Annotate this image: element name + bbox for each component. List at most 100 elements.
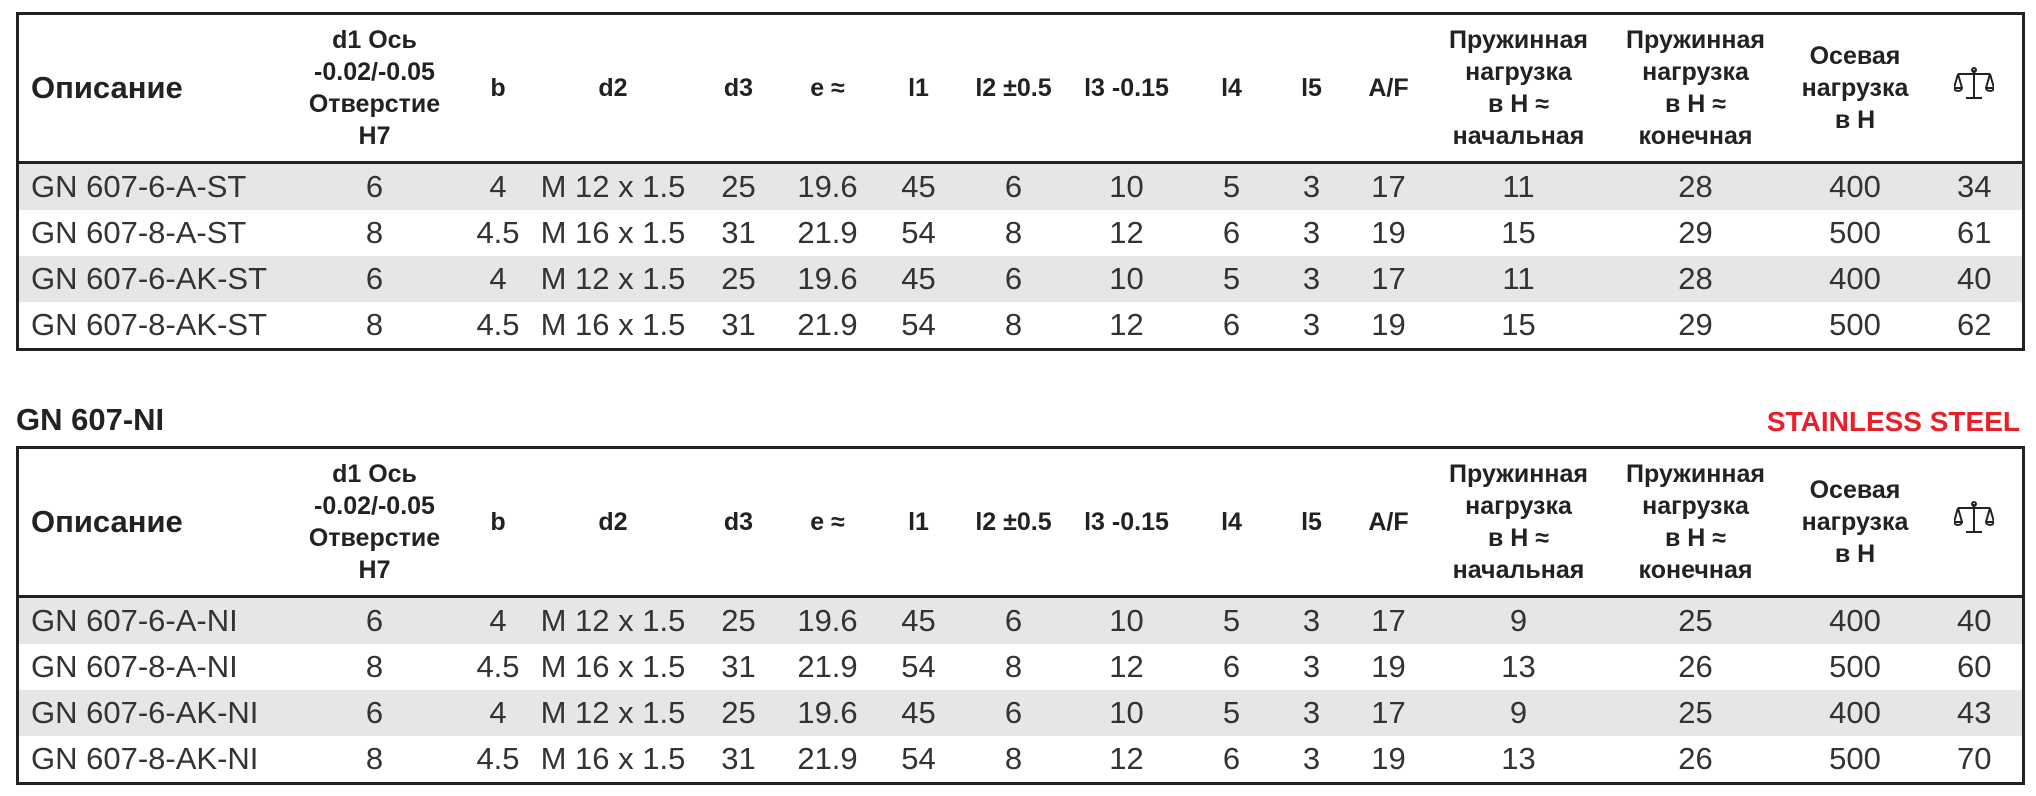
cell: 29 (1678, 307, 1713, 342)
header-line: l4 (1221, 74, 1242, 102)
cell: 6 (1222, 307, 1241, 342)
cell: 54 (901, 741, 936, 776)
cell: 12 (1109, 649, 1144, 684)
cell: 5 (1187, 162, 1276, 210)
cell: 6 (1222, 215, 1241, 250)
cell: 3 (1275, 690, 1348, 736)
cell: GN 607-8-A-NI (31, 649, 238, 684)
cell: 19 (1371, 215, 1406, 250)
header-line: Описание (31, 70, 183, 105)
cell: 6 (961, 690, 1066, 736)
header-line: l3 -0.15 (1084, 508, 1169, 536)
header-line: Пружинная (1626, 460, 1765, 488)
cell: 19.6 (779, 690, 876, 736)
header-cell: l1 (875, 447, 962, 598)
header-line: H7 (358, 556, 391, 584)
cell: 400 (1783, 162, 1927, 210)
header-cell: l3 -0.15 (1065, 447, 1188, 598)
cell: 8 (365, 649, 384, 684)
header-line: A/F (1368, 508, 1409, 536)
cell: 3 (1302, 649, 1321, 684)
cell: 3 (1302, 215, 1321, 250)
cell: 43 (1926, 690, 2024, 736)
cell: M 12 x 1.5 (528, 690, 698, 736)
cell: 15 (1501, 215, 1536, 250)
header-line: d2 (598, 508, 628, 536)
header-line: A/F (1368, 74, 1409, 102)
header-cell: d3 (697, 447, 780, 598)
cell: 3 (1302, 741, 1321, 776)
header-line: d1 Ось (332, 460, 417, 488)
cell: 21.9 (797, 307, 858, 342)
data-row: GN 607-8-AK-NI 8 4.5 M 16 x 1.5 31 21.9 54 8 12 6… (18, 736, 2024, 784)
header-cell: l5 (1275, 13, 1348, 164)
header-cell: b (467, 13, 529, 164)
cell: 4.5 (476, 741, 520, 776)
header-line: нагрузка (1465, 58, 1572, 86)
cell: M 12 x 1.5 (528, 162, 698, 210)
header-cell: d2 (528, 13, 698, 164)
cell: 10 (1065, 162, 1188, 210)
cell: 6 (281, 596, 468, 644)
header-cell: l4 (1187, 447, 1276, 598)
header-line: l5 (1301, 74, 1322, 102)
header-line: Описание (31, 504, 183, 539)
cell: 54 (901, 307, 936, 342)
header-cell: Пружинная нагрузка в Н ≈ конечная (1607, 13, 1784, 164)
cell: 400 (1783, 596, 1927, 644)
header-line: нагрузка (1642, 492, 1749, 520)
cell: 19 (1371, 307, 1406, 342)
cell: 25 (697, 690, 780, 736)
header-row: Описание d1 Ось -0.02/-0.05 Отверстие H7 b d2 d… (17, 447, 2024, 598)
header-line: Осевая (1809, 42, 1901, 70)
cell: 45 (875, 162, 962, 210)
cell: 21.9 (797, 649, 858, 684)
cell: 3 (1275, 162, 1348, 210)
header-cell: l1 (875, 13, 962, 164)
header-cell: e ≈ (779, 447, 876, 598)
data-row: GN 607-6-A-NI 6 4 M 12 x 1.5 25 19.6 45 6 10 5 3 17… (17, 596, 2024, 644)
cell: 9 (1429, 596, 1608, 644)
cell: 8 (365, 741, 384, 776)
header-cell: d1 Ось -0.02/-0.05 Отверстие H7 (281, 447, 468, 598)
header-cell: d3 (697, 13, 780, 164)
header-line: в Н ≈ (1664, 524, 1727, 552)
header-cell: Осевая нагрузка в Н (1783, 447, 1927, 598)
cell: 26 (1678, 649, 1713, 684)
cell: 6 (1222, 741, 1241, 776)
cell: 13 (1501, 741, 1536, 776)
header-line: -0.02/-0.05 (314, 492, 435, 520)
cell: 19.6 (779, 162, 876, 210)
data-row: GN 607-8-AK-ST 8 4.5 M 16 x 1.5 31 21.9 54 8 12 6… (18, 302, 2024, 350)
cell: 25 (697, 596, 780, 644)
header-line: d1 Ось (332, 26, 417, 54)
cell: 500 (1829, 649, 1881, 684)
cell: 8 (365, 307, 384, 342)
spec-table: Описание d1 Ось -0.02/-0.05 Отверстие H7 b d2 d… (16, 446, 2025, 785)
header-line: l2 ±0.5 (975, 508, 1052, 536)
cell: 10 (1065, 256, 1188, 302)
cell: 12 (1109, 215, 1144, 250)
header-cell: l3 -0.15 (1065, 13, 1188, 164)
section-title: GN 607-NI (16, 402, 165, 437)
header-line: b (490, 508, 506, 536)
header-line: в Н ≈ (1487, 90, 1550, 118)
header-line: Пружинная (1449, 460, 1588, 488)
header-cell: l2 ±0.5 (961, 13, 1066, 164)
cell: 54 (901, 215, 936, 250)
header-line: Отверстие (308, 90, 441, 118)
cell: M 16 x 1.5 (540, 307, 686, 342)
cell: 45 (875, 256, 962, 302)
header-line: l5 (1301, 508, 1322, 536)
cell: 8 (1004, 307, 1023, 342)
header-line: e ≈ (810, 508, 845, 536)
cell: 25 (1607, 690, 1784, 736)
header-line: H7 (358, 122, 391, 150)
header-line: нагрузка (1801, 508, 1909, 536)
header-line: Отверстие (308, 524, 441, 552)
cell: GN 607-8-AK-ST (31, 307, 268, 342)
header-cell: b (467, 447, 529, 598)
header-line: конечная (1638, 122, 1753, 150)
cell: 8 (365, 215, 384, 250)
cell: 400 (1783, 256, 1927, 302)
